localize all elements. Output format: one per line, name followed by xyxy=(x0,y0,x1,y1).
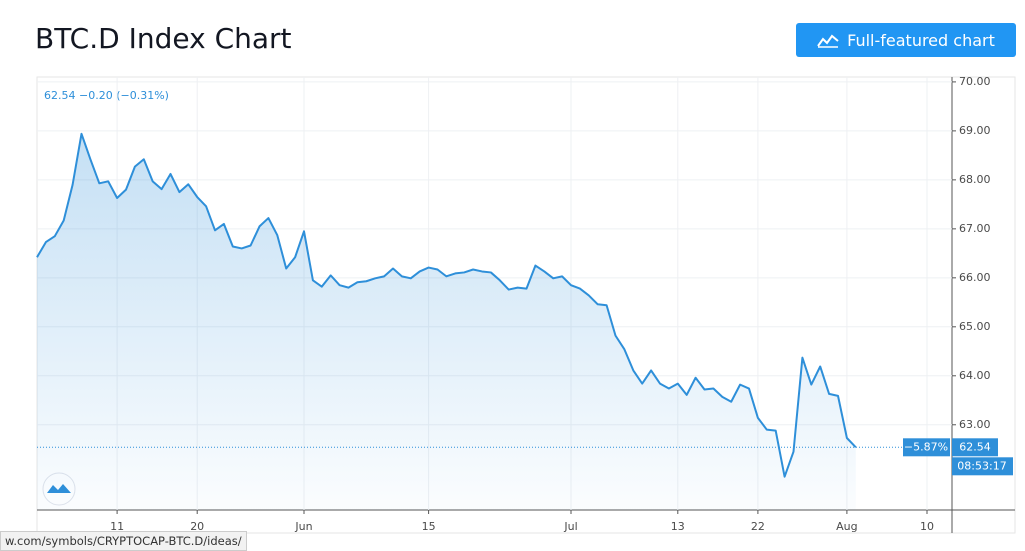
change-label: −5.87% xyxy=(904,440,948,453)
y-tick-label: 65.00 xyxy=(959,320,991,333)
y-tick-label: 70.00 xyxy=(959,75,991,88)
page-title: BTC.D Index Chart xyxy=(35,22,292,55)
x-tick-label: 11 xyxy=(110,520,124,533)
x-tick-label: 15 xyxy=(422,520,436,533)
y-tick-label: 69.00 xyxy=(959,124,991,137)
x-tick-label: Jun xyxy=(294,520,312,533)
button-label: Full-featured chart xyxy=(847,30,995,50)
y-tick-label: 67.00 xyxy=(959,222,991,235)
price-line xyxy=(36,132,857,478)
x-tick-label: 22 xyxy=(751,520,765,533)
y-tick-label: 64.00 xyxy=(959,369,991,382)
status-bar: w.com/symbols/CRYPTOCAP-BTC.D/ideas/ xyxy=(0,531,247,551)
countdown-label: 08:53:17 xyxy=(957,459,1006,472)
legend-quote: 62.54 −0.20 (−0.31%) xyxy=(44,89,169,102)
x-tick-label: 10 xyxy=(920,520,934,533)
y-tick-label: 68.00 xyxy=(959,173,991,186)
full-chart-button[interactable]: Full-featured chart xyxy=(796,23,1016,57)
change-tag xyxy=(903,438,950,457)
price-label: 62.54 xyxy=(959,440,991,453)
x-tick-label: 13 xyxy=(671,520,685,533)
x-tick-label: 20 xyxy=(190,520,204,533)
x-tick-label: Aug xyxy=(836,520,857,533)
x-tick-label: Jul xyxy=(563,520,577,533)
y-tick-label: 63.00 xyxy=(959,418,991,431)
chart-icon xyxy=(817,34,839,48)
y-tick-label: 66.00 xyxy=(959,271,991,284)
price-tag xyxy=(952,438,998,457)
area-fill xyxy=(37,133,856,510)
countdown-tag xyxy=(952,457,1013,476)
